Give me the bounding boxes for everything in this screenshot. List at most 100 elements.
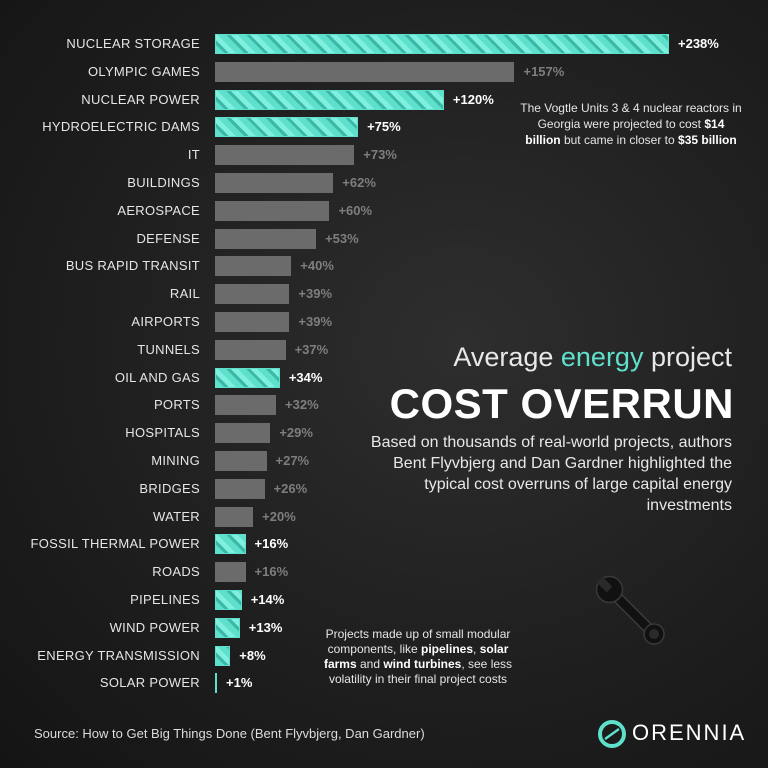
category-label: PORTS xyxy=(153,397,200,413)
subtitle: Based on thousands of real-world project… xyxy=(370,434,732,514)
vogtle-actual-cost: $35 billion xyxy=(678,133,737,147)
value-label: +34% xyxy=(288,369,323,385)
bar xyxy=(215,339,286,360)
bar-row: AIRPORTS +39% xyxy=(0,310,768,334)
category-label: AEROSPACE xyxy=(117,202,200,218)
category-label: FOSSIL THERMAL POWER xyxy=(30,536,200,552)
bar-row: BUS RAPID TRANSIT +40% xyxy=(0,254,768,278)
category-label: NUCLEAR STORAGE xyxy=(66,36,200,51)
bar xyxy=(215,506,254,527)
category-label: DEFENSE xyxy=(136,230,200,246)
bar xyxy=(215,478,265,499)
value-label: +73% xyxy=(363,147,397,163)
bar xyxy=(215,284,290,305)
bar xyxy=(215,61,515,82)
bar-row: ROADS +16% xyxy=(0,560,768,584)
bar xyxy=(215,617,240,638)
value-label: +16% xyxy=(254,564,289,580)
value-label: +60% xyxy=(338,202,373,218)
value-label: +53% xyxy=(325,230,359,246)
bar-row: NUCLEAR STORAGE +238% xyxy=(0,32,768,56)
bar xyxy=(215,228,317,249)
bar-row: DEFENSE +53% xyxy=(0,227,768,251)
bar xyxy=(215,200,330,221)
bar-row: AEROSPACE +60% xyxy=(0,199,768,223)
value-label: +62% xyxy=(342,175,376,190)
value-label: +39% xyxy=(298,286,333,302)
bar xyxy=(215,367,280,388)
vogtle-note-text-2: but came in closer to xyxy=(560,133,679,147)
bar-row: HYDROELECTRIC DAMS +75% xyxy=(0,115,768,139)
bar-row: MINING +27% xyxy=(0,449,768,473)
modular-note-wind: wind turbines xyxy=(383,657,462,671)
title-part-a: Average xyxy=(453,342,561,372)
bar xyxy=(215,89,444,110)
bar-row: HOSPITALS +29% xyxy=(0,421,768,445)
vogtle-note-text: The Vogtle Units 3 & 4 nuclear reactors … xyxy=(520,101,742,131)
value-label: +157% xyxy=(523,63,565,79)
category-label: HOSPITALS xyxy=(125,425,200,441)
value-label: +14% xyxy=(250,592,285,607)
bar xyxy=(215,451,267,471)
modular-note-pipelines: pipelines xyxy=(421,642,474,656)
bar xyxy=(215,145,355,166)
bar-row: BUILDINGS +62% xyxy=(0,171,768,195)
modular-note: Projects made up of small modular compon… xyxy=(318,627,518,687)
category-label: IT xyxy=(187,147,200,163)
category-label: BRIDGES xyxy=(139,480,200,496)
bar xyxy=(215,256,292,277)
value-label: +32% xyxy=(285,397,319,413)
category-label: BUILDINGS xyxy=(127,175,200,190)
category-label: PIPELINES xyxy=(130,592,200,607)
vogtle-note: The Vogtle Units 3 & 4 nuclear reactors … xyxy=(520,100,742,148)
category-label: HYDROELECTRIC DAMS xyxy=(42,119,200,135)
category-label: TUNNELS xyxy=(137,341,200,357)
value-label: +16% xyxy=(254,536,289,552)
bar-row: WIND POWER +13% xyxy=(0,616,768,640)
value-label: +40% xyxy=(300,258,334,274)
category-label: SOLAR POWER xyxy=(99,675,200,691)
bar-row: PIPELINES +14% xyxy=(0,588,768,612)
bar-row: NUCLEAR POWER +120% xyxy=(0,88,768,112)
bar xyxy=(215,173,334,193)
bar-row: SOLAR POWER +1% xyxy=(0,671,768,695)
wrench-icon xyxy=(595,575,665,645)
modular-note-end: , see less volatility in their final pro… xyxy=(328,657,513,686)
bar xyxy=(215,534,246,555)
value-label: +120% xyxy=(452,91,494,107)
category-label: BUS RAPID TRANSIT xyxy=(65,258,200,274)
category-label: ENERGY TRANSMISSION xyxy=(37,647,200,663)
value-label: +13% xyxy=(248,619,283,635)
bar-row: TUNNELS +37% xyxy=(0,338,768,362)
bar xyxy=(215,562,246,583)
bar-row: FOSSIL THERMAL POWER +16% xyxy=(0,532,768,556)
bar xyxy=(215,117,359,138)
category-label: WIND POWER xyxy=(109,619,200,635)
bar-row: WATER +20% xyxy=(0,505,768,529)
value-label: +29% xyxy=(279,425,313,441)
value-label: +8% xyxy=(239,647,266,663)
page-title: COST OVERRUN xyxy=(389,380,734,427)
value-label: +20% xyxy=(262,508,296,524)
value-label: +238% xyxy=(678,36,719,51)
bar-row: BRIDGES +26% xyxy=(0,477,768,501)
bar-row: OIL AND GAS +34% xyxy=(0,366,768,390)
bar xyxy=(215,590,242,610)
category-label: MINING xyxy=(151,453,200,468)
value-label: +75% xyxy=(367,119,401,135)
title-line-1: Average energy project xyxy=(453,342,732,373)
logo: ORENNIA xyxy=(596,716,746,752)
modular-note-sep: , xyxy=(473,642,480,656)
bar-row: IT +73% xyxy=(0,143,768,167)
category-label: ROADS xyxy=(152,564,200,580)
category-label: RAIL xyxy=(169,286,200,302)
bar xyxy=(215,423,271,444)
bar xyxy=(215,34,669,54)
value-label: +1% xyxy=(226,675,253,691)
category-label: AIRPORTS xyxy=(131,314,200,329)
bar-row: PORTS +32% xyxy=(0,393,768,417)
category-label: OIL AND GAS xyxy=(114,369,200,385)
modular-note-solar: solar farms xyxy=(323,642,509,671)
category-label: NUCLEAR POWER xyxy=(81,91,200,107)
